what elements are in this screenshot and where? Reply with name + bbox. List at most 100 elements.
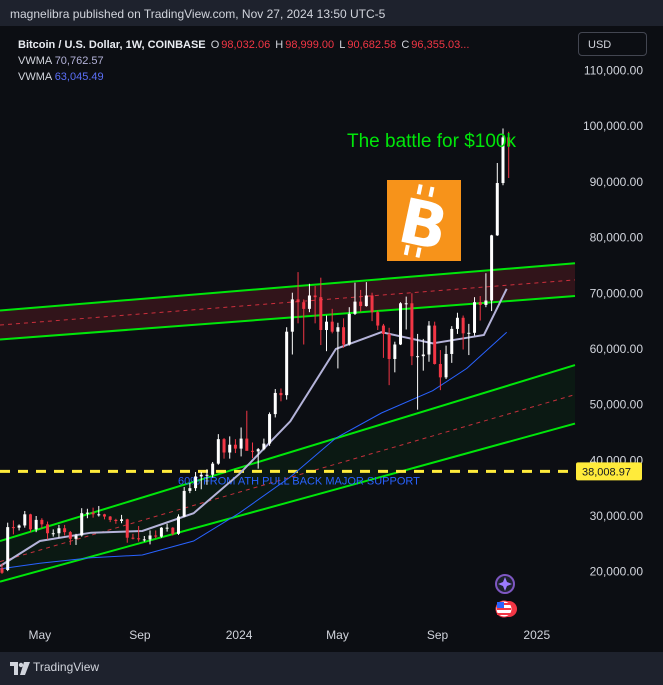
chart-area[interactable]: 60% FROM ATH PULL BACK MAJOR SUPPORT 20,… bbox=[0, 26, 663, 652]
candle-body bbox=[148, 535, 152, 540]
candle bbox=[381, 323, 385, 358]
candle bbox=[11, 520, 15, 535]
candle-body bbox=[302, 302, 306, 309]
candle bbox=[364, 282, 368, 307]
candle-body bbox=[473, 302, 477, 333]
candle-body bbox=[102, 514, 106, 517]
candle bbox=[433, 321, 437, 365]
time-tick-label: 2025 bbox=[523, 628, 550, 642]
candle-body bbox=[484, 300, 488, 305]
vwma-1-value: 70,762.57 bbox=[54, 55, 104, 67]
candle-body bbox=[63, 528, 67, 533]
candle bbox=[319, 277, 323, 346]
assistant-sparkle-icon[interactable] bbox=[495, 574, 515, 594]
legend-vwma-2[interactable]: VWMA 63,045.49 bbox=[18, 69, 471, 85]
candle bbox=[142, 536, 146, 542]
candle-body bbox=[182, 490, 186, 517]
candle bbox=[478, 296, 482, 321]
candle-body bbox=[211, 463, 215, 475]
candle bbox=[285, 327, 289, 400]
candle bbox=[57, 524, 61, 538]
candle-body bbox=[450, 328, 454, 354]
candle bbox=[399, 302, 403, 346]
bitcoin-logo-icon: B bbox=[387, 180, 461, 265]
price-chart[interactable]: 60% FROM ATH PULL BACK MAJOR SUPPORT 20,… bbox=[0, 26, 663, 652]
time-tick-label: 2024 bbox=[226, 628, 253, 642]
channel-lower-bottom-line bbox=[0, 422, 576, 583]
time-axis[interactable]: May Sep 2024 May Sep 2025 bbox=[29, 628, 551, 642]
us-flag-event-icon[interactable] bbox=[495, 600, 517, 618]
candle-body bbox=[40, 519, 44, 525]
close-value: 96,355.03... bbox=[411, 39, 470, 51]
candle-body bbox=[296, 299, 300, 303]
candle-body bbox=[28, 514, 32, 530]
candle bbox=[188, 483, 192, 494]
low-label: L bbox=[339, 39, 346, 51]
candle-body bbox=[154, 535, 158, 537]
candle bbox=[205, 469, 209, 485]
legend-vwma-1[interactable]: VWMA 70,762.57 bbox=[18, 53, 471, 69]
candle-body bbox=[501, 137, 505, 184]
candle bbox=[51, 529, 55, 537]
candle-body bbox=[228, 444, 232, 453]
legend-ohlc-row: Bitcoin / U.S. Dollar, 1W, COINBASE O 98,… bbox=[18, 37, 471, 53]
candle-body bbox=[478, 302, 482, 305]
candle bbox=[34, 515, 38, 533]
candle-body bbox=[17, 525, 21, 528]
vwma-2-value: 63,045.49 bbox=[54, 71, 104, 83]
candle bbox=[290, 292, 294, 355]
candle bbox=[302, 299, 306, 345]
candle bbox=[199, 472, 203, 490]
candle-body bbox=[114, 519, 118, 522]
candle bbox=[495, 162, 499, 236]
candle bbox=[176, 514, 180, 535]
candle-body bbox=[205, 474, 209, 476]
candle-body bbox=[364, 295, 368, 307]
candle-body bbox=[171, 527, 175, 534]
candle bbox=[137, 526, 141, 542]
candle-body bbox=[74, 535, 78, 539]
candle-body bbox=[353, 301, 357, 314]
open-label: O bbox=[210, 39, 220, 51]
candle bbox=[245, 410, 249, 451]
candle bbox=[165, 523, 169, 532]
candle-body bbox=[23, 514, 27, 526]
high-value: 98,999.00 bbox=[285, 39, 335, 51]
candle bbox=[228, 436, 232, 459]
candle bbox=[250, 442, 254, 459]
candle-body bbox=[433, 325, 437, 364]
currency-button[interactable]: USD bbox=[578, 32, 647, 56]
candle bbox=[182, 487, 186, 518]
symbol-description[interactable]: Bitcoin / U.S. Dollar, 1W, COINBASE bbox=[18, 39, 206, 51]
candle bbox=[461, 315, 465, 350]
candle bbox=[114, 518, 118, 524]
candle bbox=[279, 388, 283, 402]
candle bbox=[370, 292, 374, 322]
candle bbox=[376, 310, 380, 331]
candle bbox=[450, 326, 454, 363]
candle bbox=[125, 518, 129, 543]
candle-body bbox=[165, 527, 169, 529]
candle-body bbox=[404, 303, 408, 305]
support-level: 60% FROM ATH PULL BACK MAJOR SUPPORT bbox=[0, 469, 577, 487]
price-tick-label: 110,000.00 bbox=[584, 64, 643, 78]
candle-body bbox=[176, 516, 180, 534]
candle bbox=[313, 286, 317, 324]
price-axis[interactable]: 20,000.0030,000.0040,000.0050,000.0060,0… bbox=[583, 64, 643, 579]
candle bbox=[416, 333, 420, 410]
candle-body bbox=[285, 331, 289, 396]
time-tick-label: Sep bbox=[427, 628, 449, 642]
candle bbox=[17, 524, 21, 531]
candle-body bbox=[68, 532, 72, 539]
candle bbox=[307, 283, 311, 313]
candle bbox=[359, 289, 363, 312]
candle-body bbox=[461, 317, 465, 334]
candle bbox=[40, 518, 44, 529]
candle bbox=[28, 513, 32, 533]
vwma-2-label: VWMA bbox=[18, 71, 52, 83]
candle-body bbox=[444, 353, 448, 378]
candle bbox=[108, 515, 112, 523]
candle bbox=[387, 327, 391, 386]
candle-body bbox=[216, 439, 220, 464]
candle bbox=[438, 350, 442, 391]
